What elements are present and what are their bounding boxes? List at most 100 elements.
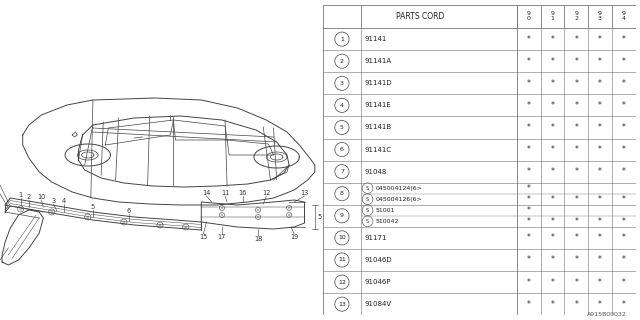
Text: 510042: 510042	[375, 219, 399, 224]
Text: 1: 1	[340, 36, 344, 42]
Text: 2: 2	[574, 16, 578, 21]
Text: *: *	[621, 195, 625, 204]
Text: PARTS CORD: PARTS CORD	[396, 12, 444, 21]
Text: 8: 8	[340, 191, 344, 196]
Text: 5: 5	[318, 214, 322, 220]
Text: 14: 14	[202, 190, 211, 196]
Text: 3: 3	[340, 81, 344, 86]
Text: 6: 6	[127, 208, 131, 214]
Text: *: *	[527, 195, 531, 204]
Text: *: *	[550, 167, 554, 176]
Text: 1: 1	[550, 16, 554, 21]
Text: 91141D: 91141D	[364, 80, 392, 86]
Text: 3: 3	[598, 16, 602, 21]
Text: 91141A: 91141A	[364, 58, 392, 64]
Text: 045004126(6>: 045004126(6>	[375, 197, 422, 202]
Text: 11: 11	[338, 258, 346, 262]
Text: *: *	[527, 79, 531, 88]
Text: 91046D: 91046D	[364, 257, 392, 263]
Text: *: *	[550, 277, 554, 287]
Text: *: *	[598, 101, 602, 110]
Text: 10: 10	[338, 236, 346, 240]
Text: *: *	[621, 145, 625, 154]
Text: S: S	[366, 197, 369, 202]
Text: A915B00032: A915B00032	[588, 312, 627, 317]
Text: 91084V: 91084V	[364, 301, 392, 307]
Text: *: *	[598, 277, 602, 287]
Text: 045004124(6>: 045004124(6>	[375, 186, 422, 191]
Text: 4: 4	[62, 198, 66, 204]
Text: *: *	[527, 206, 531, 215]
Text: 15: 15	[199, 234, 207, 240]
Text: *: *	[621, 167, 625, 176]
Text: *: *	[598, 123, 602, 132]
Text: *: *	[598, 167, 602, 176]
Text: *: *	[527, 300, 531, 309]
Text: *: *	[574, 167, 578, 176]
Text: *: *	[574, 300, 578, 309]
Text: *: *	[550, 233, 554, 242]
Text: *: *	[527, 101, 531, 110]
Text: *: *	[621, 255, 625, 265]
Text: *: *	[574, 233, 578, 242]
Text: 13: 13	[338, 302, 346, 307]
Text: *: *	[527, 145, 531, 154]
Text: *: *	[574, 79, 578, 88]
Text: *: *	[621, 79, 625, 88]
Text: *: *	[598, 300, 602, 309]
Text: *: *	[550, 217, 554, 226]
Text: *: *	[574, 195, 578, 204]
Text: 13: 13	[300, 190, 308, 196]
Text: 91171: 91171	[364, 235, 387, 241]
Text: *: *	[574, 101, 578, 110]
Text: 9: 9	[550, 12, 554, 16]
Text: 91048: 91048	[364, 169, 387, 175]
Text: *: *	[574, 145, 578, 154]
Text: 91141C: 91141C	[364, 147, 392, 153]
Text: 91141E: 91141E	[364, 102, 391, 108]
Text: *: *	[527, 123, 531, 132]
Text: *: *	[550, 145, 554, 154]
Text: *: *	[621, 57, 625, 66]
Text: 6: 6	[340, 147, 344, 152]
Text: *: *	[527, 233, 531, 242]
Text: *: *	[527, 167, 531, 176]
Text: *: *	[621, 101, 625, 110]
Text: 2: 2	[27, 194, 31, 200]
Text: *: *	[527, 35, 531, 44]
Text: *: *	[598, 145, 602, 154]
Text: 18: 18	[254, 236, 262, 242]
Text: *: *	[574, 255, 578, 265]
Text: *: *	[598, 217, 602, 226]
Text: 9: 9	[527, 12, 531, 16]
Text: *: *	[550, 123, 554, 132]
Text: *: *	[621, 277, 625, 287]
Text: *: *	[550, 57, 554, 66]
Text: *: *	[621, 233, 625, 242]
Text: S: S	[366, 219, 369, 224]
Text: 9: 9	[574, 12, 578, 16]
Text: *: *	[598, 233, 602, 242]
Text: 4: 4	[340, 103, 344, 108]
Text: 5: 5	[340, 125, 344, 130]
Text: *: *	[550, 79, 554, 88]
Text: 3: 3	[52, 198, 56, 204]
Text: *: *	[621, 300, 625, 309]
Text: *: *	[574, 123, 578, 132]
Text: 0: 0	[527, 16, 531, 21]
Text: *: *	[598, 35, 602, 44]
Text: *: *	[527, 57, 531, 66]
Text: *: *	[621, 123, 625, 132]
Text: 2: 2	[340, 59, 344, 64]
Text: *: *	[574, 57, 578, 66]
Text: 19: 19	[290, 234, 298, 240]
Text: 91141: 91141	[364, 36, 387, 42]
Text: *: *	[598, 195, 602, 204]
Text: *: *	[527, 217, 531, 226]
Text: *: *	[527, 184, 531, 193]
Text: *: *	[550, 300, 554, 309]
Text: 10: 10	[37, 194, 45, 200]
Text: S: S	[366, 186, 369, 191]
Text: 16: 16	[238, 190, 247, 196]
Text: *: *	[621, 35, 625, 44]
